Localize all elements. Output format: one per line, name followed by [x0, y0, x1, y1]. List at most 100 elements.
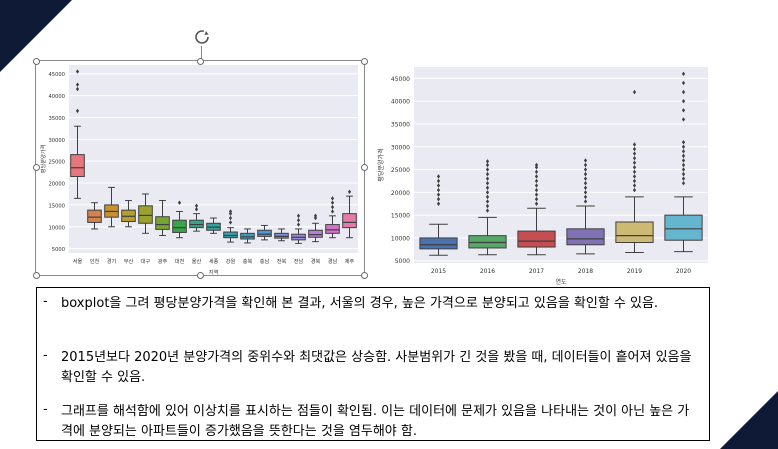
outlier-point	[347, 189, 352, 194]
iqr-box	[87, 209, 102, 223]
resize-handle-top-right[interactable]	[361, 58, 368, 65]
outlier-point	[296, 218, 301, 223]
bullet-marker: -	[43, 348, 48, 363]
box-세종	[206, 217, 221, 234]
notes-textbox[interactable]: - boxplot을 그려 평당분양가격을 확인해 본 결과, 서울의 경우, …	[36, 287, 710, 441]
outlier-point	[485, 162, 490, 168]
outlier-point	[330, 196, 335, 201]
y-tick-label: 20000	[391, 190, 410, 197]
outlier-point	[75, 108, 80, 114]
outlier-point	[75, 69, 80, 74]
outlier-point	[632, 178, 637, 184]
box-충북	[240, 228, 255, 244]
outlier-point	[681, 80, 686, 86]
outlier-point	[681, 167, 686, 172]
outlier-point	[296, 222, 301, 227]
bullet-marker: -	[43, 294, 48, 309]
outlier-point	[583, 176, 588, 181]
year-boxplot-chart: 5000 10000 15000 20000 25000 30000 35000 40000 4…	[377, 67, 708, 286]
box-전북	[274, 228, 289, 242]
iqr-box	[342, 213, 357, 229]
y-tick-label: 30000	[391, 144, 410, 151]
box-강원	[223, 209, 238, 243]
box-경기	[104, 186, 119, 228]
outlier-point	[485, 190, 490, 195]
outlier-point	[681, 153, 686, 159]
y-tick-label: 35000	[48, 116, 65, 122]
iqr-box	[566, 228, 605, 246]
resize-handle-right[interactable]	[361, 164, 368, 171]
x-tick-label: 2018	[578, 268, 593, 275]
outlier-point	[681, 140, 686, 145]
outlier-point	[681, 162, 686, 168]
plot-area	[414, 67, 708, 263]
outlier-point	[681, 176, 686, 181]
x-tick-label: 경기	[107, 257, 117, 265]
outlier-point	[583, 190, 588, 195]
slide-corner-decoration-bottom-right	[720, 391, 778, 449]
outlier-point	[583, 194, 588, 200]
box-울산	[189, 203, 204, 232]
box-2017	[517, 162, 556, 256]
rotate-handle[interactable]	[193, 28, 211, 46]
outlier-point	[681, 181, 686, 186]
outlier-point	[194, 203, 199, 208]
x-tick-label: 세종	[209, 257, 219, 265]
box-전남	[291, 213, 306, 244]
x-tick-label: 대전	[175, 257, 185, 265]
outlier-point	[583, 199, 588, 204]
year-boxplot-image[interactable]: 5000 10000 15000 20000 25000 30000 35000 40000 4…	[372, 63, 710, 286]
y-tick-label: 30000	[48, 138, 65, 144]
iqr-box	[189, 219, 204, 229]
resize-handle-top-left[interactable]	[33, 58, 40, 65]
y-tick-label: 10000	[391, 235, 410, 242]
note-text: boxplot을 그려 평당분양가격을 확인해 본 결과, 서울의 경우, 높은…	[61, 296, 659, 311]
x-axis-label: 연도	[555, 278, 567, 285]
iqr-box	[138, 205, 153, 224]
y-tick-label: 15000	[391, 213, 410, 220]
box-2015	[419, 174, 458, 256]
resize-handle-top[interactable]	[197, 58, 204, 65]
resize-handle-bottom-left[interactable]	[33, 272, 40, 279]
x-tick-label: 전남	[294, 257, 304, 265]
y-tick-label: 35000	[391, 121, 410, 128]
outlier-point	[534, 183, 539, 188]
box-경북	[308, 213, 323, 243]
iqr-box	[240, 232, 255, 240]
outlier-point	[436, 192, 441, 197]
resize-handle-left[interactable]	[33, 164, 40, 171]
outlier-point	[681, 98, 686, 104]
y-tick-label: 45000	[48, 72, 65, 78]
outlier-point	[583, 167, 588, 172]
iqr-box	[664, 214, 703, 241]
outlier-point	[228, 209, 233, 214]
outlier-point	[534, 192, 539, 197]
x-tick-label: 2020	[676, 268, 691, 275]
box-충남	[257, 224, 272, 241]
y-tick-label: 15000	[48, 203, 65, 209]
outlier-point	[632, 174, 637, 179]
resize-handle-bottom-right[interactable]	[361, 272, 368, 279]
outlier-point	[632, 165, 637, 170]
y-axis-label: 평당분양가격	[39, 144, 47, 173]
outlier-point	[583, 185, 588, 190]
x-tick-label: 대구	[141, 257, 151, 265]
outlier-point	[632, 160, 637, 165]
outlier-point	[632, 155, 637, 161]
iqr-box	[308, 229, 323, 238]
y-tick-label: 25000	[48, 160, 65, 166]
x-tick-label: 부산	[124, 257, 134, 265]
resize-handle-bottom[interactable]	[197, 272, 204, 279]
iqr-box	[172, 219, 187, 233]
box-제주	[342, 189, 357, 239]
region-boxplot-image[interactable]: 5000 10000 15000 20000 25000 30000 35000 40000 4…	[35, 60, 365, 276]
outlier-point	[583, 158, 588, 163]
outlier-point	[228, 220, 233, 225]
x-tick-label: 2017	[529, 268, 544, 275]
y-tick-label: 45000	[391, 76, 410, 83]
iqr-box	[155, 216, 170, 230]
x-tick-label: 강원	[226, 257, 236, 265]
outlier-point	[330, 204, 335, 210]
box-부산	[121, 200, 136, 228]
iqr-box	[325, 224, 340, 234]
